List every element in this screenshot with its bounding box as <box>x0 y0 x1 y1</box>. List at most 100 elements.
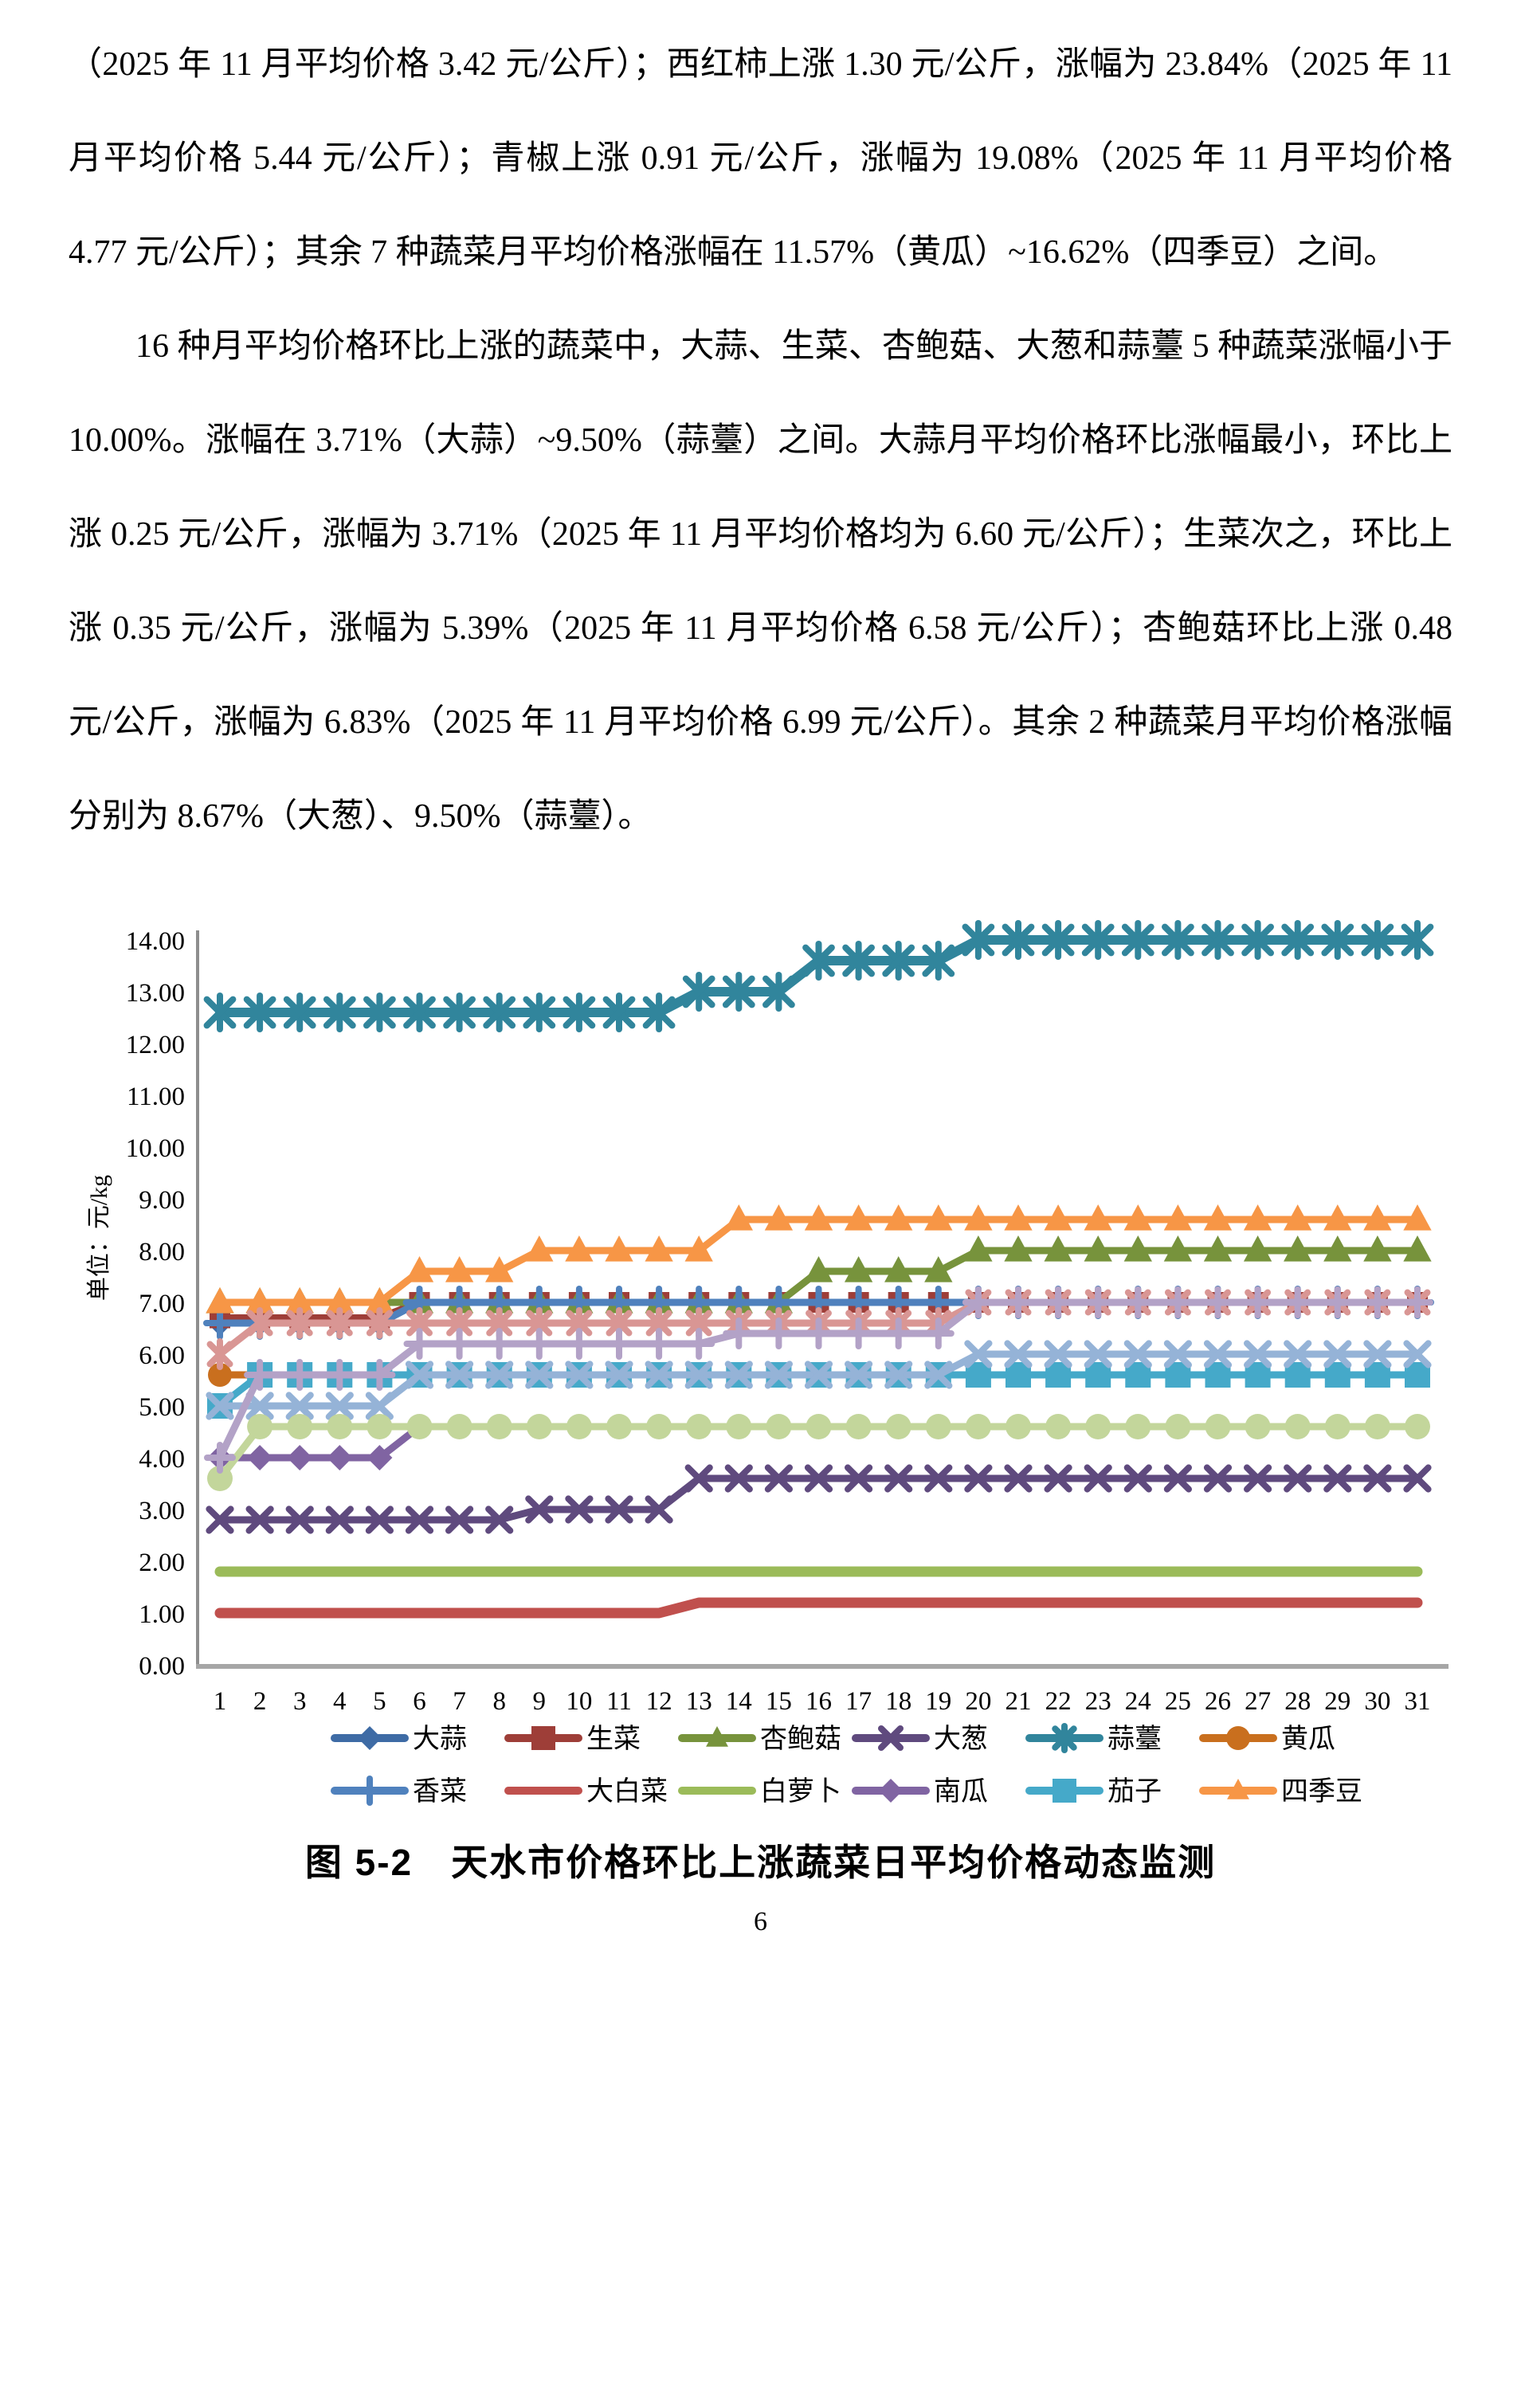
x-day-label: 4 <box>333 1687 347 1716</box>
series-黄瓜-circle-marker <box>208 1363 232 1387</box>
series-蒜薹-asterisk-marker <box>443 996 476 1029</box>
series-四季豆-triangle-marker <box>804 1204 833 1231</box>
series-unlabeled-13-x-marker <box>1323 1340 1352 1368</box>
series-unlabeled-14-asterisk-marker <box>685 1310 712 1337</box>
series-杏鲍菇-triangle-marker <box>884 1256 913 1282</box>
series-unlabeled-13 <box>206 1340 1432 1420</box>
y-tick-label: 12.00 <box>126 1031 185 1059</box>
x-day-label: 18 <box>885 1687 911 1716</box>
legend-生菜-square-marker <box>531 1726 555 1750</box>
y-tick-label: 10.00 <box>126 1134 185 1163</box>
x-day-label: 6 <box>413 1687 426 1716</box>
series-四季豆-triangle-marker <box>245 1287 274 1314</box>
series-unlabeled-14-asterisk-marker <box>606 1310 633 1337</box>
series-unlabeled-15-circle-marker <box>766 1414 792 1439</box>
series-大葱-x-marker <box>1244 1464 1272 1493</box>
x-day-label: 13 <box>686 1687 712 1716</box>
series-蒜薹 <box>203 920 1434 1032</box>
series-大葱-x-marker <box>285 1505 314 1534</box>
legend-label: 茄子 <box>1107 1776 1162 1807</box>
series-蒜薹-asterisk-marker <box>1361 923 1394 957</box>
series-蒜薹-asterisk-marker <box>1002 923 1035 957</box>
series-unlabeled-13-x-marker <box>565 1361 594 1389</box>
series-四季豆-triangle-marker <box>365 1287 394 1314</box>
series-unlabeled-13-x-marker <box>1163 1340 1192 1368</box>
x-day-label: 26 <box>1205 1687 1231 1716</box>
series-unlabeled-15-circle-marker <box>1165 1414 1191 1439</box>
y-tick-label: 8.00 <box>139 1238 185 1267</box>
series-大葱-x-marker <box>964 1464 993 1493</box>
series-大葱-x-marker <box>1044 1464 1072 1493</box>
legend-label: 大葱 <box>934 1724 988 1754</box>
legend-item-四季豆: 四季豆 <box>1199 1776 1362 1807</box>
legend-item-南瓜: 南瓜 <box>852 1776 988 1807</box>
series-四季豆-triangle-marker <box>605 1235 633 1262</box>
series-unlabeled-14-asterisk-marker <box>645 1310 672 1337</box>
legend-label: 大白菜 <box>586 1776 668 1807</box>
x-day-label: 3 <box>293 1687 307 1716</box>
figure-caption: 图 5-2 天水市价格环比上涨蔬菜日平均价格动态监测 <box>304 1842 1217 1883</box>
series-四季豆-triangle-marker <box>1243 1204 1272 1231</box>
series-四季豆-triangle-marker <box>724 1204 753 1231</box>
series-杏鲍菇-triangle-marker <box>1163 1235 1193 1262</box>
series-蒜薹-asterisk-marker <box>1401 923 1434 957</box>
series-四季豆-triangle-marker <box>325 1287 354 1314</box>
page-number: 6 <box>754 1907 767 1936</box>
series-大葱-x-marker <box>1163 1464 1192 1493</box>
series-四季豆-triangle-marker <box>1323 1204 1352 1231</box>
series-unlabeled-13-x-marker <box>1004 1340 1033 1368</box>
legend-item-黄瓜: 黄瓜 <box>1199 1724 1335 1754</box>
series-大葱-x-marker <box>1203 1464 1233 1493</box>
x-day-label: 17 <box>845 1687 872 1716</box>
series-unlabeled-13-x-marker <box>285 1392 314 1420</box>
series-蒜薹-asterisk-marker <box>483 996 516 1029</box>
y-tick-label: 6.00 <box>139 1341 185 1370</box>
series-大葱-x-marker <box>245 1505 274 1534</box>
series-大葱-x-marker <box>1284 1464 1312 1493</box>
y-tick-label: 3.00 <box>139 1497 185 1525</box>
series-unlabeled-15-circle-marker <box>686 1414 712 1439</box>
series-四季豆-triangle-marker <box>285 1287 314 1314</box>
series-蒜薹-asterisk-marker <box>1202 923 1234 957</box>
series-unlabeled-13-x-marker <box>1044 1340 1072 1368</box>
paragraph-price-rises: （2025 年 11 月平均价格 3.42 元/公斤）；西红柿上涨 1.30 元… <box>69 46 1452 271</box>
series-unlabeled-15-circle-marker <box>327 1414 353 1439</box>
series-四季豆-triangle-marker <box>405 1256 434 1282</box>
legend-item-白萝卜: 白萝卜 <box>678 1776 841 1807</box>
series-unlabeled-13-x-marker <box>924 1361 953 1389</box>
price-line-chart: 0.00 1.00 2.00 3.00 4.00 5.00 6.00 7.00 8.00 9.00… <box>72 903 1458 1827</box>
series-unlabeled-14-asterisk-marker <box>486 1310 513 1337</box>
series-unlabeled-14-asterisk-marker <box>526 1310 553 1337</box>
series-unlabeled-15-circle-marker <box>566 1414 592 1439</box>
legend-南瓜-diamond-marker <box>879 1779 903 1803</box>
series-四季豆-triangle-marker <box>1403 1204 1432 1231</box>
series-unlabeled-15-circle-marker <box>806 1414 832 1439</box>
y-tick-label: 13.00 <box>126 979 185 1008</box>
x-day-label: 10 <box>566 1687 592 1716</box>
x-day-label: 23 <box>1085 1687 1111 1716</box>
y-tick-label: 7.00 <box>139 1290 185 1318</box>
paragraph-small-rises: 16 种月平均价格环比上涨的蔬菜中，大蒜、生菜、杏鲍菇、大葱和蒜薹 5 种蔬菜涨… <box>69 328 1452 835</box>
series-四季豆-triangle-marker <box>1123 1204 1152 1231</box>
series-杏鲍菇-triangle-marker <box>804 1256 833 1282</box>
x-day-label: 25 <box>1165 1687 1191 1716</box>
y-tick-label: 9.00 <box>139 1186 185 1215</box>
x-day-label: 16 <box>806 1687 832 1716</box>
series-蒜薹-asterisk-marker <box>363 996 396 1029</box>
legend-label: 大蒜 <box>413 1724 467 1754</box>
series-unlabeled-13-x-marker <box>884 1361 913 1389</box>
series-unlabeled-14-asterisk-marker <box>326 1310 353 1337</box>
x-day-label: 21 <box>1006 1687 1032 1716</box>
series-大葱 <box>206 1464 1432 1534</box>
x-day-label: 19 <box>925 1687 951 1716</box>
y-tick-label: 0.00 <box>139 1652 185 1681</box>
series-大葱-x-marker <box>1363 1464 1392 1493</box>
series-unlabeled-15-circle-marker <box>1405 1414 1430 1439</box>
x-day-label: 14 <box>726 1687 752 1716</box>
series-unlabeled-15-circle-marker <box>1364 1414 1390 1439</box>
series-大葱-x-marker <box>1123 1464 1152 1493</box>
series-四季豆-triangle-marker <box>924 1204 953 1231</box>
series-unlabeled-14-asterisk-marker <box>206 1341 233 1368</box>
series-unlabeled-13-x-marker <box>405 1361 434 1389</box>
series-蒜薹-asterisk-marker <box>682 975 715 1008</box>
